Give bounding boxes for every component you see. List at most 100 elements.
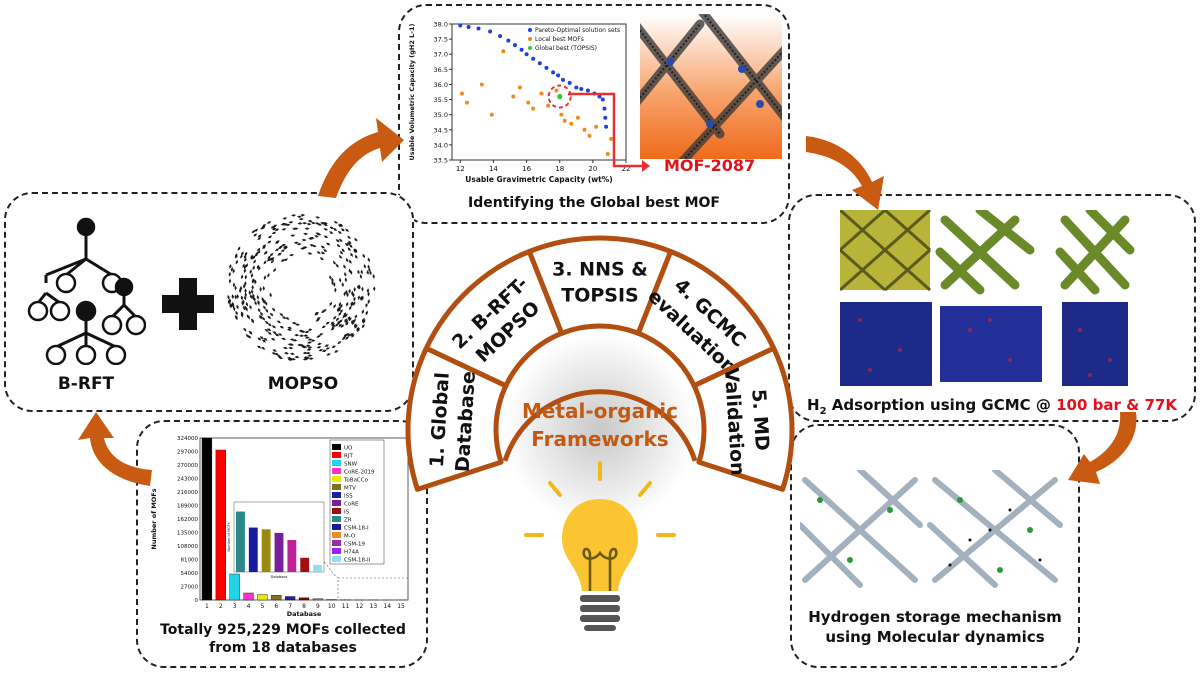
pareto-x-tick-label: 14 <box>489 165 498 173</box>
bird-mark <box>337 341 342 345</box>
bird-mark <box>291 321 297 325</box>
bird-mark <box>349 259 352 264</box>
bird-mark <box>252 293 255 299</box>
pareto-point <box>559 112 564 117</box>
bird-mark <box>274 333 280 337</box>
bird-mark <box>342 314 346 319</box>
bird-mark <box>347 247 351 252</box>
bird-mark <box>279 313 284 317</box>
bird-mark <box>334 287 337 293</box>
pareto-y-axis-label: Usable Volumetric Capacity (gH2 L-1) <box>408 23 416 160</box>
bird-mark <box>350 332 354 337</box>
bird-mark <box>249 331 253 335</box>
db-inset-bar <box>313 564 322 572</box>
pareto-legend-marker <box>528 46 532 50</box>
bird-mark <box>261 316 266 321</box>
bird-mark <box>277 252 282 256</box>
bird-mark <box>309 236 315 240</box>
bird-mark <box>263 275 267 281</box>
bird-mark <box>267 235 273 239</box>
bird-mark <box>239 288 242 294</box>
bird-mark <box>335 317 340 322</box>
bird-mark <box>307 354 313 357</box>
pareto-point <box>587 133 592 138</box>
bird-mark <box>274 248 280 252</box>
bird-mark <box>344 313 348 318</box>
bird-mark <box>271 352 277 355</box>
bird-mark <box>244 292 247 298</box>
bird-mark <box>317 223 322 226</box>
bird-mark <box>271 307 276 312</box>
bird-mark <box>235 259 239 265</box>
bird-mark <box>326 242 331 246</box>
bird-mark <box>302 246 308 249</box>
global-best-connector <box>568 92 650 172</box>
bird-mark <box>277 333 283 336</box>
bird-mark <box>306 348 312 351</box>
bird-mark <box>293 241 299 244</box>
bird-mark <box>303 334 309 337</box>
bird-mark <box>316 251 322 254</box>
pareto-x-tick-label: 22 <box>622 165 631 173</box>
bird-mark <box>243 305 246 311</box>
bird-mark <box>251 229 256 234</box>
arrow-to-md <box>1068 412 1137 484</box>
bird-mark <box>316 335 321 338</box>
db-inset-bar <box>300 557 310 572</box>
db-legend-swatch <box>332 540 341 546</box>
bird-mark <box>273 267 276 273</box>
bird-mark <box>289 343 295 346</box>
bird-mark <box>333 315 337 320</box>
bird-mark <box>243 327 247 332</box>
bird-mark <box>232 282 236 288</box>
db-x-tick-label: 7 <box>288 603 292 610</box>
db-inset-bar <box>274 532 284 572</box>
bird-mark <box>353 296 356 302</box>
bird-mark <box>315 216 321 219</box>
pareto-point <box>511 94 516 99</box>
bird-mark <box>348 317 352 322</box>
pareto-point <box>512 43 517 48</box>
bird-mark <box>257 300 260 306</box>
gcmc-caption-h: H <box>807 396 820 414</box>
db-inset-x-label: Database <box>271 575 288 579</box>
bird-mark <box>319 257 324 261</box>
bird-mark <box>304 330 310 334</box>
bird-mark <box>283 352 289 355</box>
pareto-x-tick-label: 20 <box>588 165 597 173</box>
bird-mark <box>335 323 339 327</box>
bird-mark <box>307 220 313 223</box>
pareto-y-tick-label: 35.5 <box>434 96 448 104</box>
bird-mark <box>287 326 293 329</box>
pareto-point <box>551 70 556 75</box>
bird-mark <box>362 253 365 259</box>
bird-mark <box>300 330 306 333</box>
bird-mark <box>241 301 244 306</box>
pareto-point <box>488 29 493 34</box>
pareto-point <box>605 151 610 156</box>
pareto-x-tick-label: 16 <box>522 165 531 173</box>
bird-mark <box>230 266 234 272</box>
gcmc-caption: H2 Adsorption using GCMC @ 100 bar & 77K <box>796 396 1188 417</box>
bird-mark <box>339 254 343 259</box>
bird-mark <box>324 344 330 347</box>
bird-mark <box>257 308 261 313</box>
db-y-tick-label: 324000 <box>177 436 198 442</box>
bird-mark <box>344 318 348 323</box>
db-x-tick-label: 13 <box>370 603 378 610</box>
pareto-point <box>574 85 579 90</box>
bird-mark <box>350 252 354 257</box>
bird-mark <box>336 243 341 248</box>
pareto-y-tick-label: 34.5 <box>434 126 448 134</box>
bird-mark <box>307 338 313 341</box>
bird-mark <box>315 319 320 322</box>
db-legend-swatch <box>332 452 341 458</box>
bird-mark <box>250 318 254 323</box>
bird-mark <box>297 222 303 225</box>
bird-mark <box>356 284 360 290</box>
db-x-tick-label: 6 <box>274 603 278 610</box>
bird-mark <box>331 277 334 283</box>
bird-mark <box>252 278 255 284</box>
pareto-point <box>557 93 563 100</box>
bird-mark <box>270 226 275 229</box>
